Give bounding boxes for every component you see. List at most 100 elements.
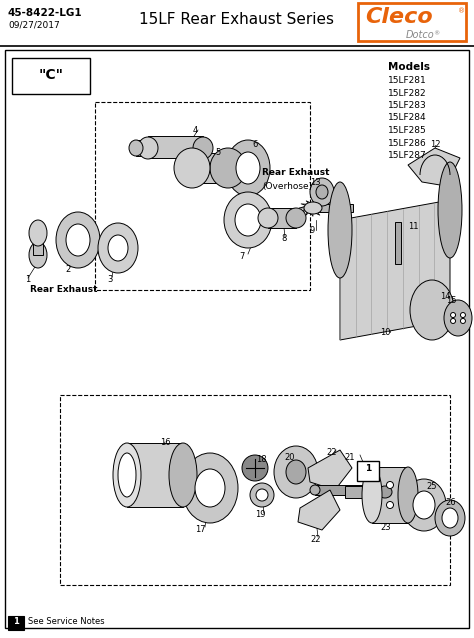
Text: 26: 26 <box>445 498 456 507</box>
Text: 18: 18 <box>256 455 266 464</box>
Ellipse shape <box>286 460 306 484</box>
Text: 15LF Rear Exhaust Series: 15LF Rear Exhaust Series <box>139 12 335 27</box>
Text: (Overhose): (Overhose) <box>262 182 312 191</box>
Ellipse shape <box>310 485 320 495</box>
Ellipse shape <box>224 192 272 248</box>
Bar <box>95 102 310 290</box>
Text: 09/27/2017: 09/27/2017 <box>8 20 60 29</box>
Ellipse shape <box>274 446 318 498</box>
Bar <box>192 153 228 183</box>
Circle shape <box>451 318 456 323</box>
Circle shape <box>460 313 465 318</box>
Text: 6: 6 <box>252 140 258 149</box>
Ellipse shape <box>328 182 352 278</box>
Ellipse shape <box>210 148 246 188</box>
Ellipse shape <box>226 140 270 196</box>
Text: 1: 1 <box>26 275 31 284</box>
Text: 19: 19 <box>255 510 265 519</box>
FancyBboxPatch shape <box>357 461 379 481</box>
Text: 14: 14 <box>440 292 450 301</box>
Polygon shape <box>313 208 327 209</box>
Ellipse shape <box>444 300 472 336</box>
Circle shape <box>386 482 393 489</box>
Polygon shape <box>306 201 313 208</box>
Ellipse shape <box>310 178 334 206</box>
Ellipse shape <box>174 148 210 188</box>
Text: 15LF283: 15LF283 <box>388 101 427 110</box>
Text: Dotco: Dotco <box>406 30 435 40</box>
Text: 15LF281: 15LF281 <box>388 76 427 85</box>
Bar <box>268 208 296 228</box>
Text: Cleco: Cleco <box>365 7 433 27</box>
Ellipse shape <box>29 220 47 246</box>
Ellipse shape <box>435 500 465 536</box>
Ellipse shape <box>236 152 260 184</box>
Text: 8: 8 <box>281 234 287 243</box>
Circle shape <box>460 318 465 323</box>
Text: Models: Models <box>388 62 430 72</box>
Text: 15LF285: 15LF285 <box>388 126 427 135</box>
Text: "C": "C" <box>38 68 64 82</box>
Text: 21: 21 <box>345 453 355 462</box>
Ellipse shape <box>410 280 454 340</box>
Ellipse shape <box>108 235 128 261</box>
Ellipse shape <box>286 208 306 228</box>
Ellipse shape <box>442 508 458 528</box>
Polygon shape <box>306 208 313 215</box>
Ellipse shape <box>413 491 435 519</box>
Text: 16: 16 <box>160 438 170 447</box>
Bar <box>395 222 401 264</box>
Ellipse shape <box>66 224 90 256</box>
Ellipse shape <box>138 137 158 159</box>
Text: 12: 12 <box>430 140 440 149</box>
Text: 11: 11 <box>408 222 419 231</box>
Text: See Service Notes: See Service Notes <box>28 617 105 626</box>
Polygon shape <box>408 148 460 185</box>
Bar <box>345 486 385 498</box>
Text: 15LF282: 15LF282 <box>388 89 427 98</box>
Ellipse shape <box>256 489 268 501</box>
Ellipse shape <box>182 453 238 523</box>
Ellipse shape <box>195 469 225 507</box>
Bar <box>372 467 408 523</box>
Text: 13: 13 <box>310 178 320 187</box>
Text: ®: ® <box>458 8 465 14</box>
Ellipse shape <box>129 140 143 156</box>
Text: 45-8422-LG1: 45-8422-LG1 <box>8 8 82 18</box>
Ellipse shape <box>362 467 382 523</box>
Polygon shape <box>301 204 313 208</box>
Ellipse shape <box>258 208 278 228</box>
Ellipse shape <box>250 483 274 507</box>
Ellipse shape <box>378 486 392 498</box>
Circle shape <box>451 313 456 318</box>
Polygon shape <box>313 208 320 215</box>
Text: 1: 1 <box>13 617 19 626</box>
Text: 5: 5 <box>215 148 220 157</box>
Text: ®: ® <box>433 31 439 36</box>
Ellipse shape <box>113 443 141 507</box>
FancyBboxPatch shape <box>8 616 24 630</box>
Text: 7: 7 <box>239 252 245 261</box>
Polygon shape <box>308 450 352 490</box>
Ellipse shape <box>402 479 446 531</box>
Bar <box>12 58 90 94</box>
Circle shape <box>386 501 393 508</box>
Text: 22: 22 <box>311 535 321 544</box>
Ellipse shape <box>98 223 138 273</box>
Text: 1: 1 <box>365 464 371 473</box>
Ellipse shape <box>316 185 328 199</box>
Ellipse shape <box>193 137 213 159</box>
Bar <box>315 485 380 495</box>
Text: 9: 9 <box>310 226 315 235</box>
Text: 4: 4 <box>192 126 198 135</box>
Bar <box>136 140 150 156</box>
Ellipse shape <box>398 467 418 523</box>
Polygon shape <box>301 208 313 212</box>
Ellipse shape <box>56 212 100 268</box>
Bar <box>60 395 450 585</box>
Text: 10: 10 <box>380 328 390 337</box>
Ellipse shape <box>29 242 47 268</box>
Polygon shape <box>298 490 340 530</box>
Polygon shape <box>313 200 315 208</box>
Text: 15LF286: 15LF286 <box>388 138 427 147</box>
